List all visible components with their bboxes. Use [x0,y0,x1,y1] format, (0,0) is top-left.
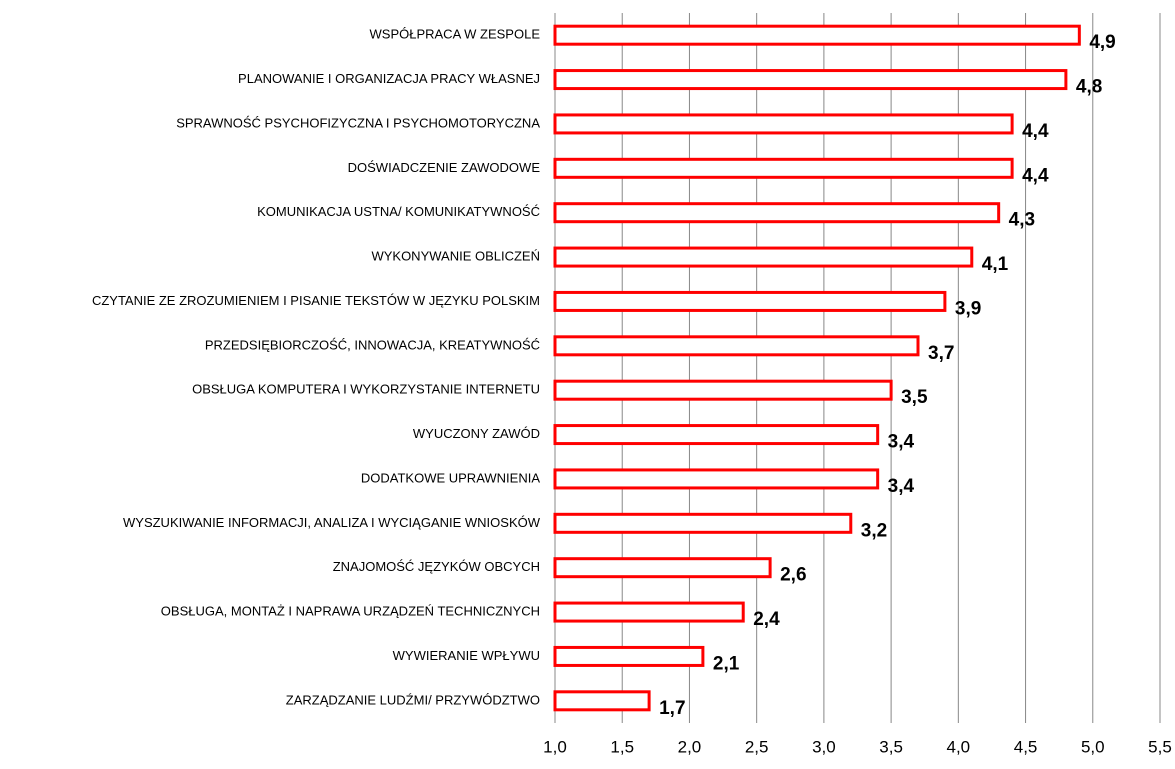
x-tick-label: 4,0 [947,737,971,756]
x-tick-label: 5,0 [1081,737,1105,756]
x-tick-label: 1,5 [610,737,634,756]
value-label: 3,5 [901,387,928,408]
y-tick-label: DODATKOWE UPRAWNIENIA [361,470,540,485]
y-tick-label: WYKONYWANIE OBLICZEŃ [371,249,540,264]
y-tick-label: WYSZUKIWANIE INFORMACJI, ANALIZA I WYCIĄ… [123,515,541,530]
y-tick-label: WSPÓŁPRACA W ZESPOLE [370,27,541,42]
y-tick-label: ZNAJOMOŚĆ JĘZYKÓW OBCYCH [333,559,540,574]
value-label: 4,8 [1076,77,1102,98]
value-label: 4,9 [1089,32,1115,53]
value-label: 2,6 [780,565,806,586]
x-tick-label: 5,5 [1148,737,1172,756]
y-tick-label: WYWIERANIE WPŁYWU [393,648,540,663]
value-label: 4,3 [1009,210,1035,231]
value-label: 4,1 [982,254,1009,275]
x-tick-label: 1,0 [543,737,567,756]
bar [553,645,705,667]
x-tick-label: 4,5 [1014,737,1038,756]
bar [553,290,947,312]
bar [553,424,880,446]
y-tick-label: CZYTANIE ZE ZROZUMIENIEM I PISANIE TEKST… [92,293,540,308]
y-tick-label: PRZEDSIĘBIORCZOŚĆ, INNOWACJA, KREATYWNOŚ… [205,337,540,352]
bar [553,557,772,579]
x-tick-label: 3,0 [812,737,836,756]
bar [553,335,920,357]
value-label: 3,2 [861,520,887,541]
value-label: 3,4 [888,432,915,453]
y-tick-label: ZARZĄDZANIE LUDŹMI/ PRZYWÓDZTWO [286,692,540,707]
y-tick-label: OBSŁUGA KOMPUTERA I WYKORZYSTANIE INTERN… [192,382,540,397]
bar [553,246,974,268]
value-label: 2,4 [753,609,780,630]
x-tick-label: 3,5 [879,737,903,756]
bar [553,690,651,712]
value-label: 2,1 [713,653,740,674]
bar [553,113,1014,135]
value-label: 1,7 [659,698,685,719]
bar [553,601,745,623]
value-label: 4,4 [1022,165,1049,186]
y-tick-label: WYUCZONY ZAWÓD [413,426,540,441]
bar [553,24,1081,46]
y-tick-label: KOMUNIKACJA USTNA/ KOMUNIKATYWNOŚĆ [257,204,540,219]
value-label: 4,4 [1022,121,1049,142]
y-tick-label: PLANOWANIE I ORGANIZACJA PRACY WŁASNEJ [238,71,540,86]
y-tick-label: DOŚWIADCZENIE ZAWODOWE [348,160,541,175]
value-label: 3,7 [928,343,954,364]
value-label: 3,9 [955,298,981,319]
bar [553,69,1068,91]
bar [553,379,893,401]
value-label: 3,4 [888,476,915,497]
bar [553,202,1001,224]
x-tick-label: 2,0 [678,737,702,756]
y-tick-label: OBSŁUGA, MONTAŻ I NAPRAWA URZĄDZEŃ TECHN… [161,604,540,619]
bar [553,512,853,534]
bar [553,157,1014,179]
y-tick-label: SPRAWNOŚĆ PSYCHOFIZYCZNA I PSYCHOMOTORYC… [176,115,540,130]
bar [553,468,880,490]
x-tick-label: 2,5 [745,737,769,756]
